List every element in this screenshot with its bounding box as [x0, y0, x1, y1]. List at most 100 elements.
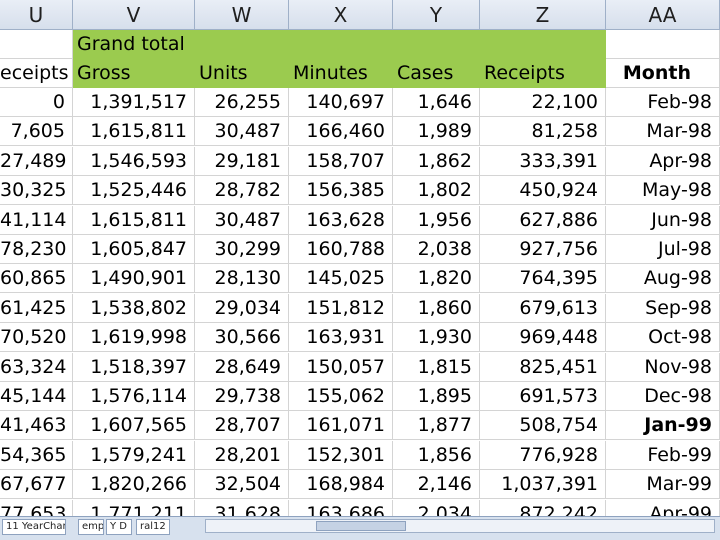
cell-cases[interactable]: 2,038 — [393, 235, 480, 264]
cell-blank[interactable] — [0, 30, 73, 59]
cell-receipts-prev[interactable]: 30,325 — [0, 176, 73, 206]
column-header-v[interactable]: V — [73, 0, 195, 30]
cell-minutes[interactable]: 152,301 — [289, 440, 393, 470]
cell-minutes[interactable]: 163,686 — [289, 499, 393, 516]
cell-receipts[interactable]: 776,928 — [480, 440, 606, 470]
cell-units[interactable]: 32,504 — [195, 470, 289, 500]
column-header-y[interactable]: Y — [393, 0, 480, 30]
sheet-tab-year-charts[interactable]: 11 YearCharts — [2, 519, 66, 535]
cell-units[interactable]: 28,130 — [195, 264, 289, 294]
cell-month[interactable]: Apr-99 — [606, 499, 720, 516]
cell-receipts-prev[interactable]: 41,114 — [0, 205, 73, 235]
cell-gross[interactable]: 1,605,847 — [73, 235, 195, 264]
cell-month[interactable]: Oct-98 — [606, 323, 720, 353]
cell-receipts-prev[interactable]: 67,677 — [0, 470, 73, 500]
cell-gross[interactable]: 1,525,446 — [73, 176, 195, 206]
cell-units[interactable]: 29,034 — [195, 293, 289, 323]
cell-minutes[interactable]: 161,071 — [289, 411, 393, 441]
cell-gross[interactable]: 1,607,565 — [73, 411, 195, 441]
scrollbar-thumb[interactable] — [316, 521, 406, 531]
cell-receipts[interactable]: 22,100 — [480, 88, 606, 117]
sheet-tab-yd[interactable]: Y D — [106, 519, 132, 535]
cell-month[interactable]: Aug-98 — [606, 264, 720, 294]
cell-cases[interactable]: 2,034 — [393, 499, 480, 516]
cell-cases[interactable]: 1,877 — [393, 411, 480, 441]
cell-gross[interactable]: 1,619,998 — [73, 323, 195, 353]
cell-month[interactable]: Nov-98 — [606, 352, 720, 382]
spreadsheet-grid[interactable]: U V W X Y Z AA Grand total eceipts Gross… — [0, 0, 720, 516]
cell-receipts-prev[interactable]: 77,653 — [0, 499, 73, 516]
minutes-header[interactable]: Minutes — [289, 59, 393, 88]
cell-minutes[interactable]: 160,788 — [289, 235, 393, 264]
cell-cases[interactable]: 1,820 — [393, 264, 480, 294]
cell-units[interactable]: 28,649 — [195, 352, 289, 382]
horizontal-scrollbar[interactable] — [205, 519, 715, 533]
column-header-x[interactable]: X — [289, 0, 393, 30]
cell-units[interactable]: 30,299 — [195, 235, 289, 264]
cell-receipts-prev[interactable]: 7,605 — [0, 117, 73, 147]
grand-total-label[interactable]: Grand total — [73, 30, 606, 59]
cell-receipts[interactable]: 333,391 — [480, 146, 606, 176]
cell-receipts[interactable]: 450,924 — [480, 176, 606, 206]
cell-gross[interactable]: 1,771,211 — [73, 499, 195, 516]
cell-minutes[interactable]: 151,812 — [289, 293, 393, 323]
cell-minutes[interactable]: 140,697 — [289, 88, 393, 117]
cell-month[interactable]: Mar-99 — [606, 470, 720, 500]
column-header-z[interactable]: Z — [480, 0, 606, 30]
sheet-tab-ral12[interactable]: ral12 — [136, 519, 170, 535]
cell-receipts[interactable]: 679,613 — [480, 293, 606, 323]
cell-units[interactable]: 28,201 — [195, 440, 289, 470]
cell-gross[interactable]: 1,391,517 — [73, 88, 195, 117]
column-header-aa[interactable]: AA — [606, 0, 720, 30]
cell-receipts[interactable]: 927,756 — [480, 235, 606, 264]
cell-minutes[interactable]: 163,628 — [289, 205, 393, 235]
gross-header[interactable]: Gross — [73, 59, 195, 88]
cell-blank[interactable] — [606, 30, 720, 59]
cell-minutes[interactable]: 166,460 — [289, 117, 393, 147]
month-header[interactable]: Month — [606, 59, 720, 88]
cell-units[interactable]: 31,628 — [195, 499, 289, 516]
cell-receipts-prev[interactable]: 41,463 — [0, 411, 73, 441]
cell-gross[interactable]: 1,820,266 — [73, 470, 195, 500]
cell-gross[interactable]: 1,546,593 — [73, 146, 195, 176]
cases-header[interactable]: Cases — [393, 59, 480, 88]
cell-gross[interactable]: 1,490,901 — [73, 264, 195, 294]
cell-month[interactable]: Jan-99 — [606, 411, 720, 441]
cell-gross[interactable]: 1,576,114 — [73, 382, 195, 411]
sheet-tab-emp[interactable]: emp — [78, 519, 104, 535]
receipts-header[interactable]: Receipts — [480, 59, 606, 88]
column-header-w[interactable]: W — [195, 0, 289, 30]
cell-month[interactable]: Jun-98 — [606, 205, 720, 235]
cell-receipts[interactable]: 691,573 — [480, 382, 606, 411]
cell-month[interactable]: Feb-98 — [606, 88, 720, 117]
cell-month[interactable]: Apr-98 — [606, 146, 720, 176]
cell-cases[interactable]: 1,646 — [393, 88, 480, 117]
cell-cases[interactable]: 1,802 — [393, 176, 480, 206]
cell-month[interactable]: Jul-98 — [606, 235, 720, 264]
cell-cases[interactable]: 1,895 — [393, 382, 480, 411]
cell-units[interactable]: 28,782 — [195, 176, 289, 206]
cell-gross[interactable]: 1,538,802 — [73, 293, 195, 323]
cell-receipts-prev[interactable]: 78,230 — [0, 235, 73, 264]
cell-units[interactable]: 30,487 — [195, 117, 289, 147]
cell-minutes[interactable]: 163,931 — [289, 323, 393, 353]
cell-cases[interactable]: 1,989 — [393, 117, 480, 147]
cell-receipts-prev[interactable]: 61,425 — [0, 293, 73, 323]
cell-month[interactable]: Feb-99 — [606, 440, 720, 470]
cell-cases[interactable]: 1,862 — [393, 146, 480, 176]
cell-month[interactable]: Dec-98 — [606, 382, 720, 411]
cell-units[interactable]: 29,181 — [195, 146, 289, 176]
cell-units[interactable]: 30,566 — [195, 323, 289, 353]
cell-gross[interactable]: 1,615,811 — [73, 205, 195, 235]
cell-cases[interactable]: 1,930 — [393, 323, 480, 353]
cell-cases[interactable]: 1,860 — [393, 293, 480, 323]
cell-units[interactable]: 29,738 — [195, 382, 289, 411]
cell-receipts-prev[interactable]: 54,365 — [0, 440, 73, 470]
cell-month[interactable]: Mar-98 — [606, 117, 720, 147]
cell-cases[interactable]: 2,146 — [393, 470, 480, 500]
cell-month[interactable]: Sep-98 — [606, 293, 720, 323]
cell-receipts[interactable]: 508,754 — [480, 411, 606, 441]
cell-minutes[interactable]: 168,984 — [289, 470, 393, 500]
cell-cases[interactable]: 1,815 — [393, 352, 480, 382]
cell-units[interactable]: 26,255 — [195, 88, 289, 117]
